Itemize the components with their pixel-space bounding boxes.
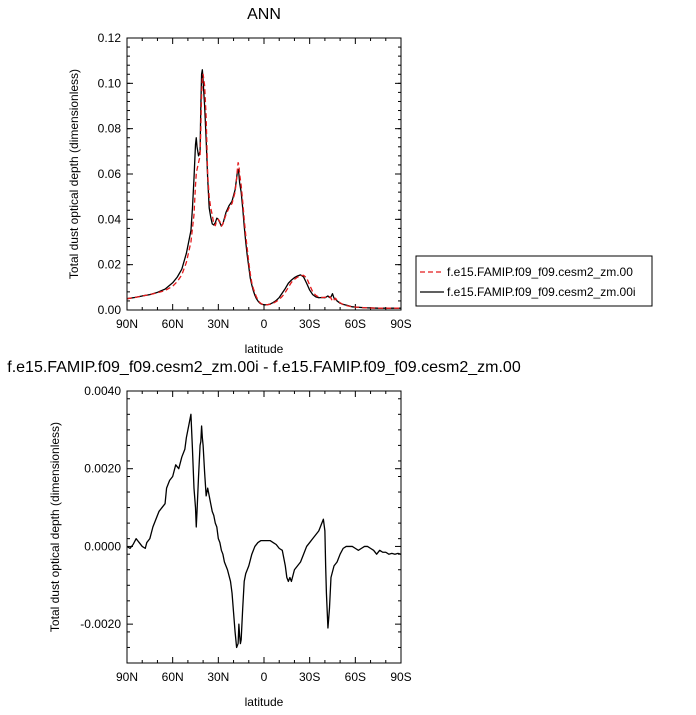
bottom-xtick-label: 90S [390,670,411,684]
bottom-xtick-label: 30S [299,670,320,684]
bottom-chart-ticks: 90N 60N 30N 0 30S 60S 90S -0.0020 0.0000 0.0020 0.… [80,384,411,684]
top-xtick-label: 90N [116,317,138,331]
bottom-series-line-0 [126,413,402,649]
top-ytick-label: 0.06 [98,167,122,181]
legend-label-red: f.e15.FAMIP.f09_f09.cesm2_zm.00 [447,265,633,279]
top-series-line-1 [126,69,401,309]
top-chart-xlabel: latitude [245,342,284,356]
top-chart-frame [126,37,402,311]
bottom-chart-frame [126,390,402,664]
top-ytick-label: 0.04 [98,212,122,226]
top-xtick-label: 60S [345,317,366,331]
bottom-ytick-label: 0.0040 [84,384,121,398]
top-ytick-label: 0.02 [98,258,122,272]
top-chart-ylabel: Total dust optical depth (dimensionless) [67,69,81,279]
bottom-chart-xlabel: latitude [245,695,284,709]
bottom-ytick-label: 0.0020 [84,462,121,476]
bottom-xtick-label: 0 [261,670,268,684]
bottom-chart-series [126,413,402,649]
bottom-xtick-label: 90N [116,670,138,684]
bottom-ytick-label: 0.0000 [84,539,121,553]
legend-label-black: f.e15.FAMIP.f09_f09.cesm2_zm.00i [447,285,636,299]
top-ytick-label: 0.12 [98,31,122,45]
top-xtick-label: 0 [261,317,268,331]
top-ytick-label: 0.08 [98,122,122,136]
bottom-ytick-label: -0.0020 [80,617,121,631]
top-chart: ANN 90N 60N 30N 0 30S 60S 90S 0.00 0.02 0.04 0.06 0… [67,6,412,356]
bottom-chart-title: f.e15.FAMIP.f09_f09.cesm2_zm.00i - f.e15… [7,359,521,376]
top-ytick-label: 0.10 [98,76,122,90]
bottom-xtick-label: 60S [345,670,366,684]
top-xtick-label: 90S [390,317,411,331]
top-chart-title: ANN [247,6,281,23]
legend-box [415,255,653,307]
top-chart-series [126,69,401,309]
bottom-xtick-label: 30N [207,670,229,684]
top-chart-ticks: 90N 60N 30N 0 30S 60S 90S 0.00 0.02 0.04 0.06 0.08 0… [98,31,412,331]
bottom-chart-ylabel: Total dust optical depth (dimensionless) [48,422,62,632]
top-series-line-0 [126,73,401,309]
bottom-xtick-label: 60N [162,670,184,684]
bottom-chart: f.e15.FAMIP.f09_f09.cesm2_zm.00i - f.e15… [7,359,521,709]
legend: f.e15.FAMIP.f09_f09.cesm2_zm.00 f.e15.FA… [415,255,653,307]
top-xtick-label: 30S [299,317,320,331]
top-xtick-label: 30N [207,317,229,331]
top-ytick-label: 0.00 [98,303,122,317]
top-xtick-label: 60N [162,317,184,331]
